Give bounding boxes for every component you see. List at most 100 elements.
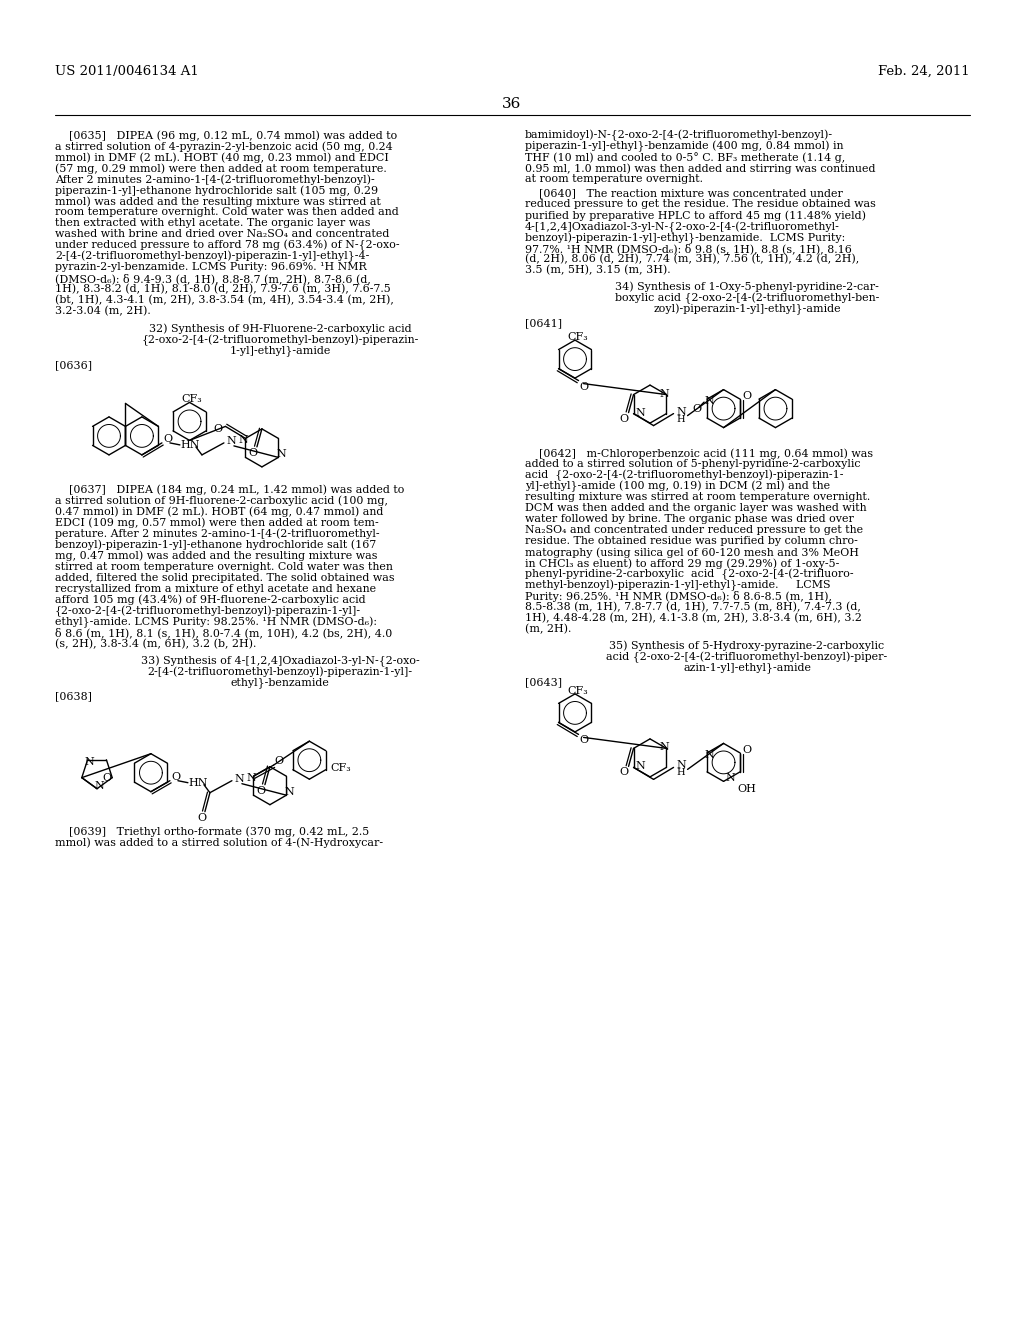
- Text: O: O: [197, 813, 206, 822]
- Text: O: O: [742, 391, 752, 401]
- Text: room temperature overnight. Cold water was then added and: room temperature overnight. Cold water w…: [55, 207, 398, 216]
- Text: Na₂SO₄ and concentrated under reduced pressure to get the: Na₂SO₄ and concentrated under reduced pr…: [525, 525, 863, 535]
- Text: afford 105 mg (43.4%) of 9H-fluorene-2-carboxylic acid: afford 105 mg (43.4%) of 9H-fluorene-2-c…: [55, 595, 366, 606]
- Text: (DMSO-d₆): δ 9.4-9.3 (d, 1H), 8.8-8.7 (m, 2H), 8.7-8.6 (d,: (DMSO-d₆): δ 9.4-9.3 (d, 1H), 8.8-8.7 (m…: [55, 273, 371, 284]
- Text: 1-yl]-ethyl}-amide: 1-yl]-ethyl}-amide: [229, 346, 331, 356]
- Text: 32) Synthesis of 9H-Fluorene-2-carboxylic acid: 32) Synthesis of 9H-Fluorene-2-carboxyli…: [148, 323, 412, 334]
- Text: N: N: [285, 787, 294, 797]
- Text: {2-oxo-2-[4-(2-trifluoromethyl-benzoyl)-piperazin-: {2-oxo-2-[4-(2-trifluoromethyl-benzoyl)-…: [141, 334, 419, 346]
- Text: a stirred solution of 9H-fluorene-2-carboxylic acid (100 mg,: a stirred solution of 9H-fluorene-2-carb…: [55, 496, 388, 507]
- Text: N: N: [659, 742, 670, 752]
- Text: OH: OH: [737, 784, 757, 795]
- Text: reduced pressure to get the residue. The residue obtained was: reduced pressure to get the residue. The…: [525, 199, 876, 210]
- Text: DCM was then added and the organic layer was washed with: DCM was then added and the organic layer…: [525, 503, 866, 513]
- Text: US 2011/0046134 A1: US 2011/0046134 A1: [55, 65, 199, 78]
- Text: N: N: [636, 762, 645, 771]
- Text: [0637]   DIPEA (184 mg, 0.24 mL, 1.42 mmol) was added to: [0637] DIPEA (184 mg, 0.24 mL, 1.42 mmol…: [55, 484, 404, 495]
- Text: water followed by brine. The organic phase was dried over: water followed by brine. The organic pha…: [525, 513, 854, 524]
- Text: [0635]   DIPEA (96 mg, 0.12 mL, 0.74 mmol) was added to: [0635] DIPEA (96 mg, 0.12 mL, 0.74 mmol)…: [55, 129, 397, 140]
- Text: ethyl}-benzamide: ethyl}-benzamide: [230, 677, 330, 688]
- Text: [0641]: [0641]: [525, 318, 562, 329]
- Text: 35) Synthesis of 5-Hydroxy-pyrazine-2-carboxylic: 35) Synthesis of 5-Hydroxy-pyrazine-2-ca…: [609, 640, 885, 651]
- Text: O: O: [171, 772, 180, 781]
- Text: O: O: [163, 434, 172, 444]
- Text: After 2 minutes 2-amino-1-[4-(2-trifluoromethyl-benzoyl)-: After 2 minutes 2-amino-1-[4-(2-trifluor…: [55, 174, 375, 185]
- Text: 36: 36: [503, 96, 521, 111]
- Text: [0639]   Triethyl ortho-formate (370 mg, 0.42 mL, 2.5: [0639] Triethyl ortho-formate (370 mg, 0…: [55, 826, 370, 837]
- Text: HN: HN: [188, 777, 208, 788]
- Text: O: O: [692, 404, 701, 414]
- Text: benzoyl)-piperazin-1-yl]-ethyl}-benzamide.  LCMS Purity:: benzoyl)-piperazin-1-yl]-ethyl}-benzamid…: [525, 232, 845, 244]
- Text: purified by preparative HPLC to afford 45 mg (11.48% yield): purified by preparative HPLC to afford 4…: [525, 210, 866, 220]
- Text: washed with brine and dried over Na₂SO₄ and concentrated: washed with brine and dried over Na₂SO₄ …: [55, 228, 389, 239]
- Text: O: O: [580, 381, 589, 392]
- Text: CF₃: CF₃: [567, 333, 588, 342]
- Text: 8.5-8.38 (m, 1H), 7.8-7.7 (d, 1H), 7.7-7.5 (m, 8H), 7.4-7.3 (d,: 8.5-8.38 (m, 1H), 7.8-7.7 (d, 1H), 7.7-7…: [525, 602, 861, 612]
- Text: [0636]: [0636]: [55, 360, 92, 370]
- Text: O: O: [274, 756, 284, 766]
- Text: under reduced pressure to afford 78 mg (63.4%) of N-{2-oxo-: under reduced pressure to afford 78 mg (…: [55, 240, 399, 251]
- Text: matography (using silica gel of 60-120 mesh and 3% MeOH: matography (using silica gel of 60-120 m…: [525, 546, 859, 557]
- Text: 3.2-3.04 (m, 2H).: 3.2-3.04 (m, 2H).: [55, 306, 151, 317]
- Text: acid  {2-oxo-2-[4-(2-trifluoromethyl-benzoyl)-piperazin-1-: acid {2-oxo-2-[4-(2-trifluoromethyl-benz…: [525, 470, 844, 482]
- Text: N: N: [659, 388, 670, 399]
- Text: piperazin-1-yl]-ethanone hydrochloride salt (105 mg, 0.29: piperazin-1-yl]-ethanone hydrochloride s…: [55, 185, 378, 195]
- Text: THF (10 ml) and cooled to 0-5° C. BF₃ metherate (1.14 g,: THF (10 ml) and cooled to 0-5° C. BF₃ me…: [525, 152, 845, 162]
- Text: acid {2-oxo-2-[4-(2-trifluoromethyl-benzoyl)-piper-: acid {2-oxo-2-[4-(2-trifluoromethyl-benz…: [606, 652, 888, 663]
- Text: N: N: [227, 436, 237, 446]
- Text: (m, 2H).: (m, 2H).: [525, 624, 571, 635]
- Text: yl]-ethyl}-amide (100 mg, 0.19) in DCM (2 ml) and the: yl]-ethyl}-amide (100 mg, 0.19) in DCM (…: [525, 480, 830, 492]
- Text: (bt, 1H), 4.3-4.1 (m, 2H), 3.8-3.54 (m, 4H), 3.54-3.4 (m, 2H),: (bt, 1H), 4.3-4.1 (m, 2H), 3.8-3.54 (m, …: [55, 294, 394, 305]
- Text: N: N: [247, 774, 256, 783]
- Text: 34) Synthesis of 1-Oxy-5-phenyl-pyridine-2-car-: 34) Synthesis of 1-Oxy-5-phenyl-pyridine…: [615, 281, 879, 292]
- Text: N: N: [85, 756, 94, 767]
- Text: a stirred solution of 4-pyrazin-2-yl-benzoic acid (50 mg, 0.24: a stirred solution of 4-pyrazin-2-yl-ben…: [55, 141, 393, 152]
- Text: recrystallized from a mixture of ethyl acetate and hexane: recrystallized from a mixture of ethyl a…: [55, 583, 376, 594]
- Text: HN: HN: [180, 440, 200, 450]
- Text: O: O: [213, 425, 222, 434]
- Text: 2-[4-(2-trifluoromethyl-benzoyl)-piperazin-1-yl]-: 2-[4-(2-trifluoromethyl-benzoyl)-piperaz…: [147, 667, 413, 677]
- Text: 1H), 4.48-4.28 (m, 2H), 4.1-3.8 (m, 2H), 3.8-3.4 (m, 6H), 3.2: 1H), 4.48-4.28 (m, 2H), 4.1-3.8 (m, 2H),…: [525, 612, 862, 623]
- Text: N: N: [276, 449, 286, 459]
- Text: N: N: [239, 436, 248, 445]
- Text: at room temperature overnight.: at room temperature overnight.: [525, 174, 703, 183]
- Text: N: N: [94, 780, 103, 791]
- Text: (d, 2H), 8.06 (d, 2H), 7.74 (m, 3H), 7.56 (t, 1H), 4.2 (d, 2H),: (d, 2H), 8.06 (d, 2H), 7.74 (m, 3H), 7.5…: [525, 255, 859, 264]
- Text: N: N: [726, 774, 735, 783]
- Text: methyl-benzoyl)-piperazin-1-yl]-ethyl}-amide.     LCMS: methyl-benzoyl)-piperazin-1-yl]-ethyl}-a…: [525, 579, 830, 591]
- Text: {2-oxo-2-[4-(2-trifluoromethyl-benzoyl)-piperazin-1-yl]-: {2-oxo-2-[4-(2-trifluoromethyl-benzoyl)-…: [55, 606, 361, 618]
- Text: benzoyl)-piperazin-1-yl]-ethanone hydrochloride salt (167: benzoyl)-piperazin-1-yl]-ethanone hydroc…: [55, 540, 376, 550]
- Text: 33) Synthesis of 4-[1,2,4]Oxadiazol-3-yl-N-{2-oxo-: 33) Synthesis of 4-[1,2,4]Oxadiazol-3-yl…: [140, 656, 420, 667]
- Text: [0638]: [0638]: [55, 692, 92, 702]
- Text: Feb. 24, 2011: Feb. 24, 2011: [879, 65, 970, 78]
- Text: N: N: [234, 774, 245, 784]
- Text: CF₃: CF₃: [181, 395, 203, 404]
- Text: 97.7%. ¹H NMR (DMSO-d₆): δ 9.8 (s, 1H), 8.8 (s, 1H), 8.16: 97.7%. ¹H NMR (DMSO-d₆): δ 9.8 (s, 1H), …: [525, 243, 852, 253]
- Text: perature. After 2 minutes 2-amino-1-[4-(2-trifluoromethyl-: perature. After 2 minutes 2-amino-1-[4-(…: [55, 529, 380, 540]
- Text: ethyl}-amide. LCMS Purity: 98.25%. ¹H NMR (DMSO-d₆):: ethyl}-amide. LCMS Purity: 98.25%. ¹H NM…: [55, 616, 377, 628]
- Text: N: N: [677, 760, 686, 771]
- Text: added, filtered the solid precipitated. The solid obtained was: added, filtered the solid precipitated. …: [55, 573, 394, 583]
- Text: CF₃: CF₃: [567, 686, 588, 696]
- Text: N: N: [705, 750, 714, 760]
- Text: piperazin-1-yl]-ethyl}-benzamide (400 mg, 0.84 mmol) in: piperazin-1-yl]-ethyl}-benzamide (400 mg…: [525, 141, 844, 152]
- Text: O: O: [256, 785, 265, 796]
- Text: resulting mixture was stirred at room temperature overnight.: resulting mixture was stirred at room te…: [525, 492, 870, 502]
- Text: O: O: [102, 772, 112, 783]
- Text: O: O: [620, 767, 629, 777]
- Text: 4-[1,2,4]Oxadiazol-3-yl-N-{2-oxo-2-[4-(2-trifluoromethyl-: 4-[1,2,4]Oxadiazol-3-yl-N-{2-oxo-2-[4-(2…: [525, 222, 840, 232]
- Text: N: N: [677, 407, 686, 417]
- Text: zoyl)-piperazin-1-yl]-ethyl}-amide: zoyl)-piperazin-1-yl]-ethyl}-amide: [653, 304, 841, 315]
- Text: (57 mg, 0.29 mmol) were then added at room temperature.: (57 mg, 0.29 mmol) were then added at ro…: [55, 162, 387, 173]
- Text: mmol) in DMF (2 mL). HOBT (40 mg, 0.23 mmol) and EDCI: mmol) in DMF (2 mL). HOBT (40 mg, 0.23 m…: [55, 152, 389, 162]
- Text: added to a stirred solution of 5-phenyl-pyridine-2-carboxylic: added to a stirred solution of 5-phenyl-…: [525, 459, 860, 469]
- Text: O: O: [620, 413, 629, 424]
- Text: 1H), 8.3-8.2 (d, 1H), 8.1-8.0 (d, 2H), 7.9-7.6 (m, 3H), 7.6-7.5: 1H), 8.3-8.2 (d, 1H), 8.1-8.0 (d, 2H), 7…: [55, 284, 391, 294]
- Text: pyrazin-2-yl-benzamide. LCMS Purity: 96.69%. ¹H NMR: pyrazin-2-yl-benzamide. LCMS Purity: 96.…: [55, 261, 367, 272]
- Text: in CHCl₃ as eluent) to afford 29 mg (29.29%) of 1-oxy-5-: in CHCl₃ as eluent) to afford 29 mg (29.…: [525, 558, 840, 569]
- Text: then extracted with ethyl acetate. The organic layer was: then extracted with ethyl acetate. The o…: [55, 218, 371, 228]
- Text: 2-[4-(2-trifluoromethyl-benzoyl)-piperazin-1-yl]-ethyl}-4-: 2-[4-(2-trifluoromethyl-benzoyl)-piperaz…: [55, 251, 370, 263]
- Text: O: O: [742, 744, 752, 755]
- Text: [0643]: [0643]: [525, 677, 562, 686]
- Text: 0.47 mmol) in DMF (2 mL). HOBT (64 mg, 0.47 mmol) and: 0.47 mmol) in DMF (2 mL). HOBT (64 mg, 0…: [55, 507, 383, 517]
